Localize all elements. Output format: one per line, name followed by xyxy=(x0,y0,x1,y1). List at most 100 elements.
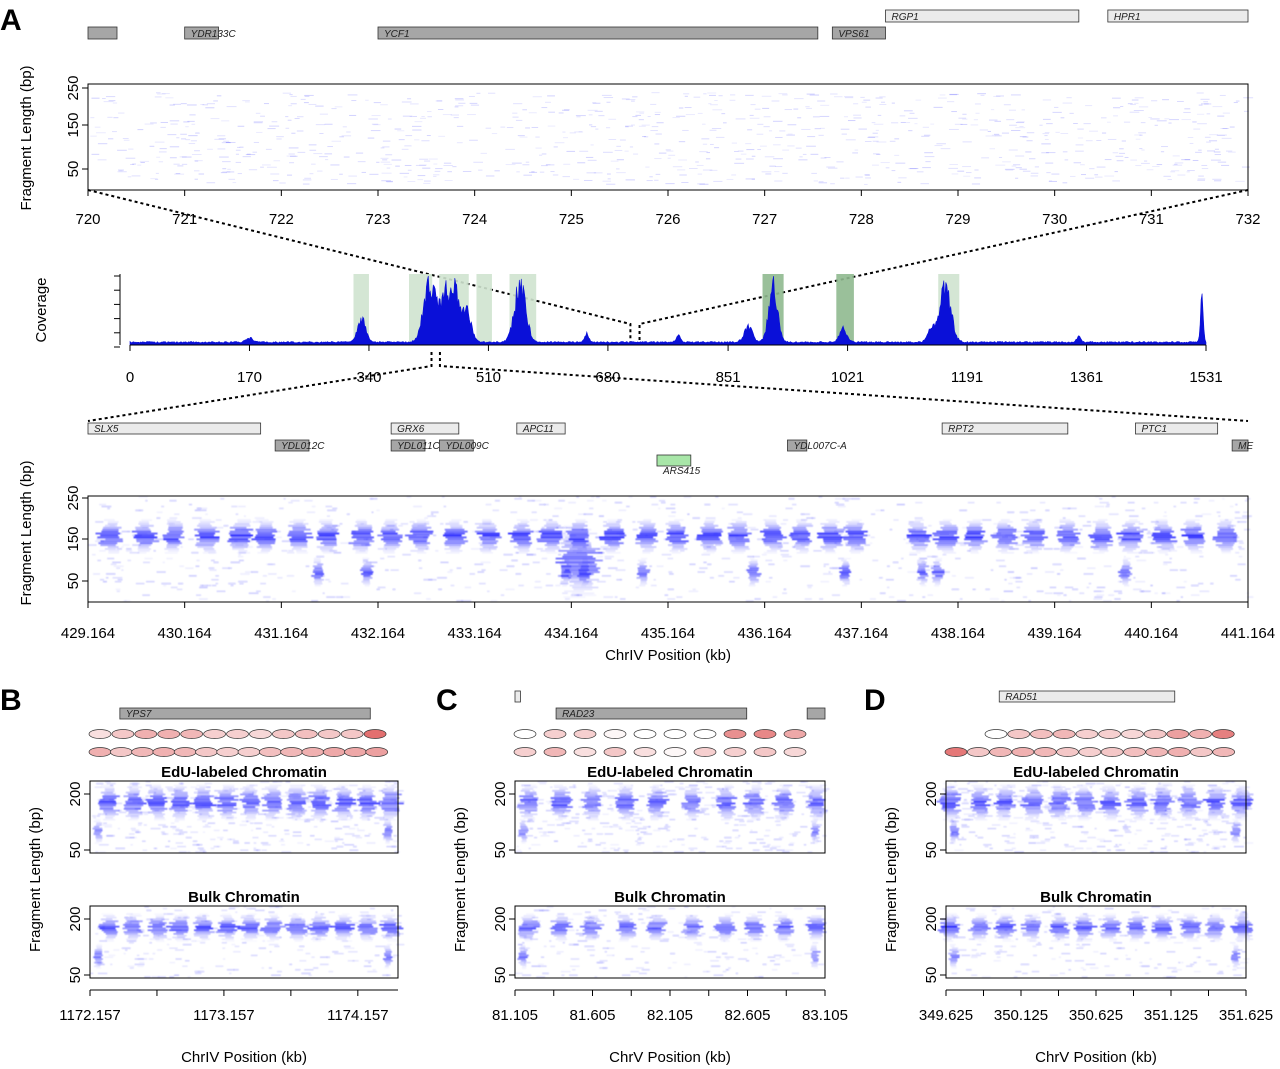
heat-noise xyxy=(1143,793,1154,796)
heat-noise xyxy=(995,793,1002,796)
heat-cell xyxy=(339,173,343,175)
heat-noise xyxy=(182,965,188,968)
heat-noise xyxy=(709,576,714,579)
heat-noise xyxy=(1203,820,1208,823)
heat-noise xyxy=(118,809,122,812)
heat-noise xyxy=(1095,496,1100,498)
heat-noise xyxy=(1164,813,1172,816)
heat-noise xyxy=(611,826,622,828)
heat-cell xyxy=(616,145,621,147)
xtick-label-170: 170 xyxy=(237,369,262,386)
gene-VPS61 xyxy=(831,26,886,40)
heat-cell xyxy=(751,788,763,790)
heat-cell xyxy=(1004,168,1015,170)
heat-noise xyxy=(800,513,810,516)
heat-cell xyxy=(1123,561,1131,564)
heat-noise xyxy=(324,840,335,843)
heat-cell xyxy=(200,521,215,523)
heat-cell xyxy=(1133,110,1144,112)
heat-noise xyxy=(1140,549,1148,552)
heat-cell xyxy=(217,804,237,807)
heat-cell xyxy=(666,150,674,152)
heat-noise xyxy=(251,829,254,832)
heat-noise xyxy=(402,553,411,556)
heat-noise xyxy=(612,824,619,826)
heat-noise xyxy=(538,831,547,834)
heat-cell xyxy=(383,551,395,554)
heat-noise xyxy=(1044,806,1051,808)
heat-noise xyxy=(529,827,533,830)
heat-noise xyxy=(199,586,208,589)
heat-cell xyxy=(909,538,929,541)
heat-noise xyxy=(721,507,725,510)
heat-cell xyxy=(839,571,852,573)
heat-cell xyxy=(924,156,935,158)
heat-cell xyxy=(512,116,519,118)
heat-cell xyxy=(1125,546,1140,548)
heat-noise xyxy=(746,782,750,785)
heat-cell xyxy=(264,813,276,816)
heat-noise xyxy=(515,573,522,575)
heat-noise xyxy=(368,833,372,835)
heat-noise xyxy=(129,967,134,969)
heat-cell xyxy=(754,108,761,110)
heat-noise xyxy=(377,586,386,589)
heat-cell xyxy=(717,811,734,814)
heat-noise xyxy=(238,553,241,556)
heat-cell xyxy=(836,161,844,163)
heat-cell xyxy=(215,931,234,933)
heat-noise xyxy=(116,548,122,550)
heat-cell xyxy=(383,836,392,839)
heat-noise xyxy=(610,847,616,850)
heat-noise xyxy=(1082,524,1092,527)
heat-noise xyxy=(1244,499,1248,502)
heat-cell xyxy=(1121,567,1133,570)
heat-cell xyxy=(686,916,697,919)
heat-cell xyxy=(518,831,528,834)
heat-noise xyxy=(161,918,170,921)
heat-cell xyxy=(284,924,306,926)
heat-noise xyxy=(569,820,579,823)
heat-cell xyxy=(177,940,189,942)
heat-noise xyxy=(725,840,733,843)
heat-cell xyxy=(100,544,116,547)
heat-cell xyxy=(840,177,845,179)
heat-noise xyxy=(305,565,310,568)
heat-noise xyxy=(743,815,751,817)
heat-cell xyxy=(727,526,745,529)
heat-noise xyxy=(1231,781,1236,783)
heat-cell xyxy=(521,916,536,919)
heat-noise xyxy=(875,509,883,512)
heat-cell xyxy=(935,542,956,545)
heat-cell xyxy=(235,528,254,531)
heat-noise xyxy=(603,596,614,598)
xtick-label-340: 340 xyxy=(356,369,381,386)
heat-cell xyxy=(135,526,149,529)
heat-noise xyxy=(680,549,685,552)
heat-cell xyxy=(1155,540,1178,543)
heat-noise xyxy=(792,954,802,957)
heat-cell xyxy=(873,123,884,125)
heat-noise xyxy=(95,851,99,853)
heat-cell xyxy=(817,536,842,539)
heat-cell xyxy=(540,536,563,539)
heat-noise xyxy=(1103,565,1112,568)
heat-cell xyxy=(563,534,590,537)
heat-noise xyxy=(545,809,554,812)
heat-cell xyxy=(170,927,189,930)
heat-noise xyxy=(332,951,339,953)
heat-cell xyxy=(125,802,147,805)
heat-noise xyxy=(621,974,631,977)
gene-label-RPT2: RPT2 xyxy=(948,424,974,435)
heat-cell xyxy=(383,536,403,539)
heat-cell xyxy=(778,811,789,814)
heat-noise xyxy=(228,822,235,825)
heat-cell xyxy=(125,922,140,924)
heat-cell xyxy=(137,551,147,554)
heat-cell xyxy=(930,567,942,570)
heat-cell xyxy=(619,924,637,926)
heat-noise xyxy=(539,503,546,506)
heat-noise xyxy=(223,829,228,832)
heat-noise xyxy=(413,592,422,595)
nucleosome xyxy=(173,747,197,757)
